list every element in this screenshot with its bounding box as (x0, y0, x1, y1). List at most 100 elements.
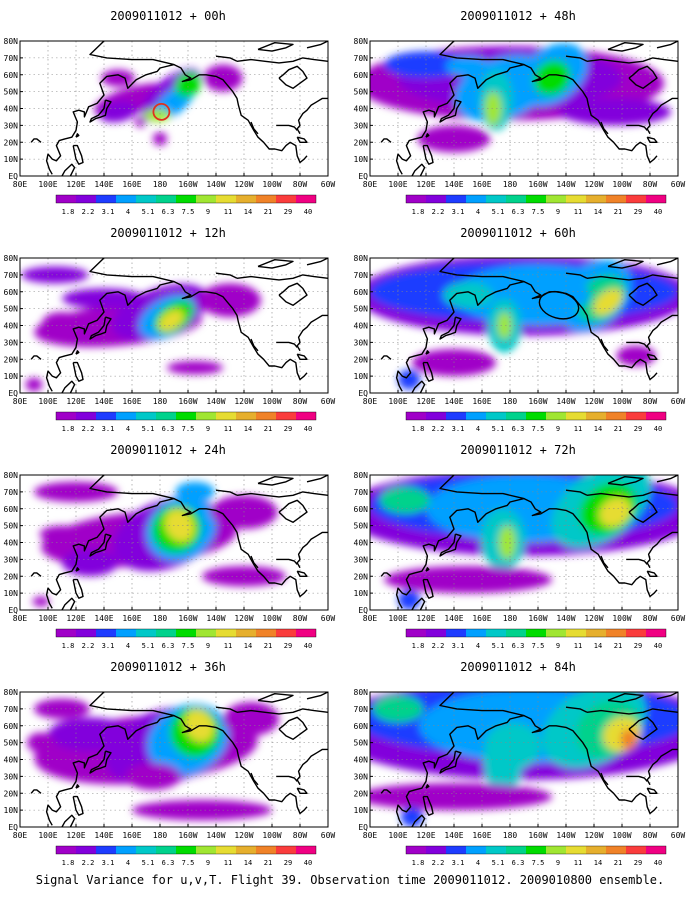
lon-tick-label: 120W (234, 397, 253, 406)
coastline (565, 706, 588, 713)
coastline (422, 795, 434, 816)
lat-tick-label: 60N (354, 505, 369, 514)
lat-tick-label: 50N (4, 522, 19, 531)
lon-tick-label: 80W (293, 831, 308, 840)
lat-tick-label: 50N (354, 88, 369, 97)
colorbar-label: 7.5 (532, 425, 545, 433)
colorbar-swatch (566, 629, 586, 637)
coastline (257, 693, 294, 703)
colorbar-label: 11 (224, 859, 232, 867)
lat-tick-label: 50N (4, 88, 19, 97)
colorbar-swatch (526, 629, 546, 637)
coastline (215, 489, 238, 496)
lon-tick-label: 60W (671, 614, 686, 623)
field-blob (445, 56, 491, 77)
coastlines (380, 258, 678, 393)
coastline (439, 316, 462, 340)
field-blob (533, 60, 571, 96)
lon-tick-label: 120E (416, 180, 435, 189)
colorbar-swatch (96, 195, 116, 203)
observation-circle (152, 102, 171, 121)
lat-tick-label: 80N (4, 37, 19, 46)
colorbar-swatch (406, 846, 426, 854)
colorbar-swatch (156, 629, 176, 637)
coastline (656, 475, 678, 483)
lon-tick-label: 140E (94, 397, 113, 406)
lat-tick-label: 30N (354, 338, 369, 347)
coastlines (380, 41, 678, 176)
coastline (626, 558, 648, 565)
colorbar-swatch (446, 846, 466, 854)
lat-tick-label: 10N (354, 589, 369, 598)
colorbar: 1.8 2.2 3.1 4 5.1 6.3 7.5 9 11 14 21 29 40 (55, 628, 317, 650)
coastline (395, 692, 525, 826)
lat-tick-label: 20N (354, 789, 369, 798)
colorbar-label: 7.5 (532, 642, 545, 650)
lat-tick-label: EQ (358, 606, 368, 615)
lon-tick-label: 140W (556, 180, 575, 189)
coastline (257, 476, 294, 486)
coastline (600, 121, 609, 135)
colorbar-swatch (296, 846, 316, 854)
colorbar-swatch (526, 412, 546, 420)
colorbar-label: 40 (304, 208, 312, 216)
field-blob (27, 732, 55, 753)
lon-tick-label: 80E (13, 180, 28, 189)
field-blob (379, 486, 431, 514)
lon-tick-label: 100E (388, 831, 407, 840)
coastline (646, 314, 678, 352)
lon-tick-label: 160E (472, 397, 491, 406)
coastline (215, 706, 238, 713)
coastline (173, 497, 308, 598)
coastline (306, 258, 328, 266)
colorbar-label: 11 (224, 642, 232, 650)
panel-title: 2009011012 + 24h (110, 443, 226, 457)
colorbar-label: 11 (224, 425, 232, 433)
colorbar-label: 4 (476, 425, 480, 433)
lat-tick-label: 40N (354, 105, 369, 114)
colorbar-label: 21 (264, 208, 272, 216)
lon-tick-label: 180 (503, 614, 518, 623)
coastline (236, 491, 328, 498)
colorbar-swatch (426, 629, 446, 637)
field-blob (199, 283, 261, 318)
colorbar-label: 7.5 (182, 208, 195, 216)
colorbar: 1.8 2.2 3.1 4 5.1 6.3 7.5 9 11 14 21 29 40 (405, 628, 667, 650)
colorbar-label: 6.3 (162, 859, 175, 867)
field-blob (398, 369, 421, 390)
field-blob (21, 266, 89, 284)
coastline (523, 497, 658, 598)
coastline (380, 572, 392, 577)
lon-tick-label: 120E (66, 180, 85, 189)
lon-tick-label: 180 (503, 180, 518, 189)
colorbar-swatch (136, 629, 156, 637)
colorbar-label: 14 (594, 642, 602, 650)
colorbar-swatch (216, 195, 236, 203)
field-blob (132, 800, 272, 821)
colorbar-swatch (196, 629, 216, 637)
lon-tick-label: 80W (293, 397, 308, 406)
colorbar-swatch (446, 412, 466, 420)
field-blob (25, 377, 43, 392)
coastline (600, 772, 609, 786)
field-blob (202, 566, 286, 587)
lat-tick-label: 30N (4, 772, 19, 781)
coastline (626, 775, 648, 782)
colorbar-swatch (216, 629, 236, 637)
lon-tick-label: 120W (234, 831, 253, 840)
map-panel-12h: 2009011012 + 12h EQ 10N 20N 30N 40N 50N 60N 70N 8… (4, 226, 336, 433)
colorbar-swatch (566, 412, 586, 420)
colorbar-frame (55, 411, 317, 421)
colorbar-label: 14 (244, 425, 252, 433)
colorbar-swatch (156, 195, 176, 203)
lon-tick-label: 100E (388, 614, 407, 623)
colorbar-label: 6.3 (512, 425, 525, 433)
colorbar-swatch (546, 629, 566, 637)
lat-tick-label: 20N (354, 355, 369, 364)
colorbar-label: 1.8 (62, 425, 75, 433)
colorbar-label: 14 (244, 859, 252, 867)
coastline (411, 163, 426, 176)
colorbar-label: 1.8 (62, 642, 75, 650)
colorbar-label: 2.2 (432, 642, 445, 650)
colorbar-label: 11 (574, 859, 582, 867)
